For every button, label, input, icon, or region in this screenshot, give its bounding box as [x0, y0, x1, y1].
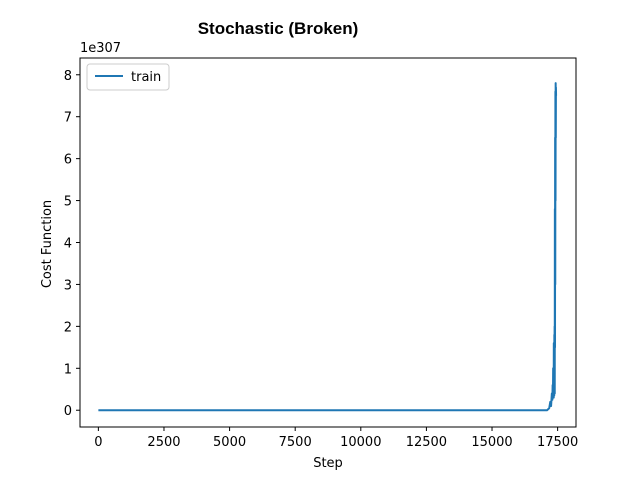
- x-tick-label: 0: [94, 435, 102, 450]
- y-tick-label: 5: [64, 195, 72, 210]
- x-axis-label: Step: [313, 456, 343, 471]
- plot-frame: [79, 57, 577, 428]
- x-tick-label: 10000: [340, 435, 381, 450]
- series-line-train: [98, 82, 558, 412]
- y-tick-label: 3: [64, 278, 72, 293]
- x-tick-label: 2500: [147, 435, 180, 450]
- x-tick-label: 5000: [213, 435, 246, 450]
- y-axis-offset-label: 1e307: [80, 41, 121, 56]
- y-tick-label: 2: [64, 320, 72, 335]
- y-tick-label: 0: [64, 404, 72, 419]
- plot-area: [79, 57, 577, 428]
- legend-box: [86, 63, 170, 91]
- y-tick-label: 1: [64, 362, 72, 377]
- legend-label-train: train: [131, 70, 161, 85]
- x-tick-label: 17500: [537, 435, 578, 450]
- x-tick-label: 12500: [406, 435, 447, 450]
- legend: train: [86, 63, 170, 91]
- y-axis: 0 1 2 3 4 5 6 7 8: [64, 69, 80, 419]
- y-tick-label: 4: [64, 237, 72, 252]
- x-axis: 0 2500 5000 7500 10000 12500 15000 17500: [94, 427, 578, 450]
- series-layer: [98, 82, 558, 412]
- y-tick-label: 8: [64, 69, 72, 84]
- x-tick-label: 15000: [471, 435, 512, 450]
- y-axis-label: Cost Function: [40, 200, 55, 288]
- y-tick-label: 6: [64, 153, 72, 168]
- y-tick-label: 7: [64, 111, 72, 126]
- x-tick-label: 7500: [279, 435, 312, 450]
- chart-title: Stochastic (Broken): [198, 19, 359, 38]
